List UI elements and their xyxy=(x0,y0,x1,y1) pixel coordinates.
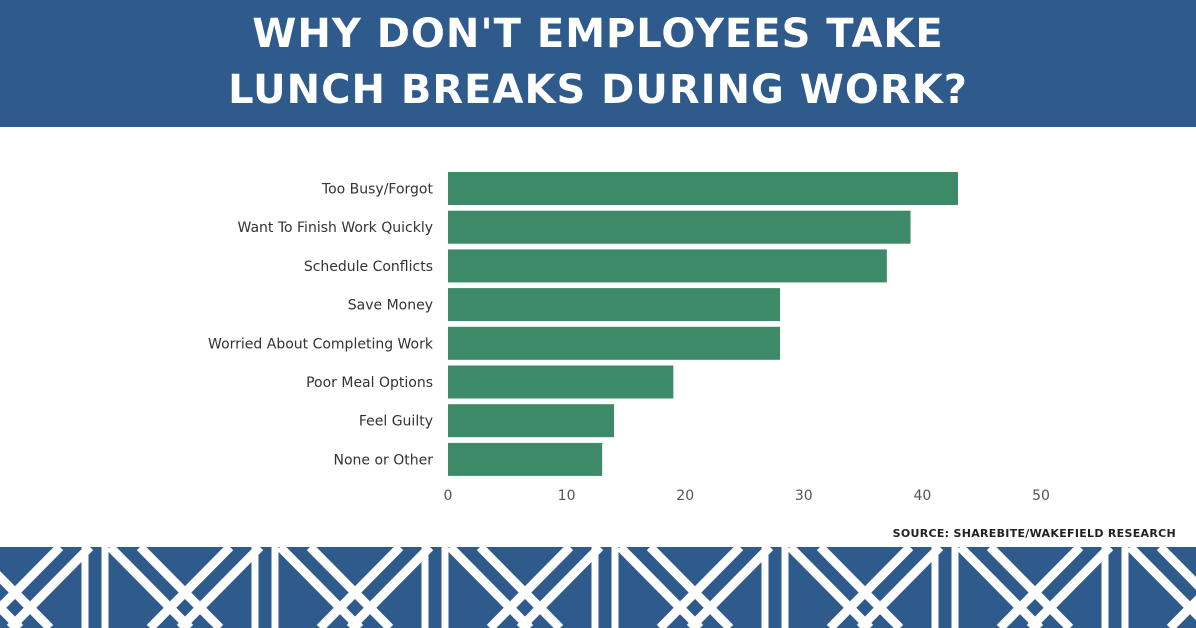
stripe xyxy=(1156,547,1196,590)
stripe xyxy=(646,547,734,628)
bar-7 xyxy=(448,442,603,476)
x-tick-label: 10 xyxy=(558,488,576,504)
x-tick-label: 0 xyxy=(444,488,453,504)
category-label: Schedule Conflicts xyxy=(304,259,433,275)
stripe xyxy=(0,601,24,628)
footer-pattern xyxy=(0,547,1196,628)
x-tick-label: 20 xyxy=(676,488,694,504)
source-note: SOURCE: SHAREBITE/WAKEFIELD RESEARCH xyxy=(892,527,1176,540)
bar-chart: Too Busy/Forgot Want To Finish Work Quick… xyxy=(208,172,1050,504)
stripe xyxy=(516,547,604,628)
stripe xyxy=(856,547,944,628)
stripe xyxy=(786,547,874,628)
x-tick-label: 50 xyxy=(1032,488,1050,504)
stripe xyxy=(306,547,394,628)
stripe xyxy=(0,570,54,628)
category-label: Want To Finish Work Quickly xyxy=(238,220,434,236)
stripe xyxy=(956,547,1044,628)
stripe xyxy=(656,547,744,628)
title-line-1: WHY DON'T EMPLOYEES TAKE xyxy=(252,11,944,57)
stripe xyxy=(276,547,364,628)
category-label: Worried About Completing Work xyxy=(208,336,434,352)
bar-5 xyxy=(448,365,674,399)
stripe xyxy=(346,547,434,628)
diagonal-stripe-pattern xyxy=(0,547,1196,628)
category-label: Too Busy/Forgot xyxy=(321,182,434,198)
category-label: Save Money xyxy=(348,298,433,314)
stripe xyxy=(816,547,904,628)
stripe xyxy=(986,547,1074,628)
x-tick-label: 30 xyxy=(795,488,813,504)
bar-1 xyxy=(448,210,911,244)
stripe xyxy=(106,547,194,628)
stripe xyxy=(616,547,704,628)
stripe xyxy=(146,547,234,628)
stripe xyxy=(996,547,1084,628)
stripe xyxy=(446,547,534,628)
x-tick-label: 40 xyxy=(913,488,931,504)
bar-2 xyxy=(448,249,887,283)
stripe xyxy=(826,547,914,628)
stripe xyxy=(686,547,774,628)
stripe xyxy=(476,547,564,628)
stripe xyxy=(486,547,574,628)
bar-3 xyxy=(448,288,781,322)
stripe xyxy=(316,547,404,628)
bar-4 xyxy=(448,326,781,360)
stripe xyxy=(1126,547,1196,621)
title-line-2: LUNCH BREAKS DURING WORK? xyxy=(228,67,968,113)
stripe xyxy=(1166,595,1196,628)
header-banner: WHY DON'T EMPLOYEES TAKE LUNCH BREAKS DU… xyxy=(0,0,1196,127)
page-title: WHY DON'T EMPLOYEES TAKE LUNCH BREAKS DU… xyxy=(0,6,1196,118)
stripe xyxy=(1026,547,1114,628)
stripe xyxy=(136,547,224,628)
category-label: Poor Meal Options xyxy=(306,375,433,391)
category-label: Feel Guilty xyxy=(359,414,433,430)
bar-6 xyxy=(448,404,615,438)
bar-0 xyxy=(448,172,958,205)
stripe xyxy=(176,547,264,628)
category-label: None or Other xyxy=(334,452,434,468)
stripe xyxy=(0,547,64,615)
stripe xyxy=(6,547,94,628)
